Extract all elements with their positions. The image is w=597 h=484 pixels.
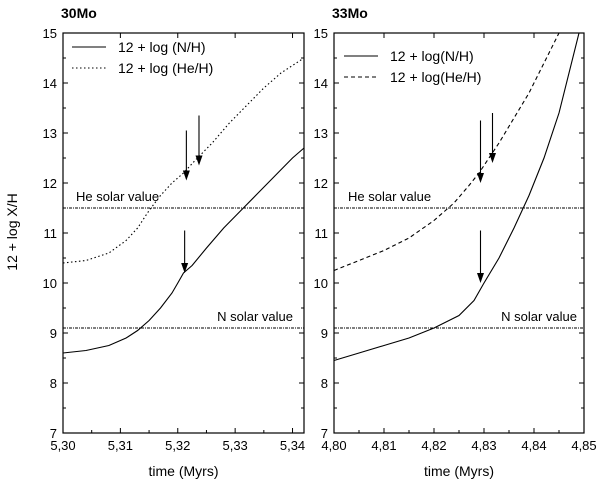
x-tick-label: 4,80 [321,438,346,453]
plot-frame [62,32,305,434]
x-tick-label: 5,34 [280,438,305,453]
arrow-head [181,263,189,273]
y-tick-label: 12 [43,176,57,191]
x-tick-label: 4,82 [421,438,446,453]
y-tick-label: 15 [314,26,328,41]
y-tick-label: 8 [50,376,57,391]
x-axis-label: time (Myrs) [149,463,219,479]
arrow-head [182,170,190,181]
arrow-head [477,273,484,283]
x-tick-label: 4,84 [521,438,546,453]
y-tick-label: 13 [43,126,57,141]
y-tick-label: 14 [43,76,57,91]
y-tick-label: 8 [321,376,328,391]
y-tick-label: 14 [314,76,328,91]
x-tick-label: 5,30 [50,438,75,453]
reference-label: He solar value [348,189,431,204]
y-tick-label: 15 [43,26,57,41]
y-tick-label: 7 [321,426,328,441]
legend-label: 12 + log (He/H) [118,60,213,76]
reference-label: He solar value [76,189,159,204]
y-tick-label: 11 [315,226,329,241]
chart-title: 30Mo [61,5,97,21]
x-tick-label: 5,32 [165,438,190,453]
y-tick-label: 10 [314,276,328,291]
x-tick-label: 4,83 [471,438,496,453]
y-tick-label: 9 [50,326,57,341]
x-tick-label: 4,81 [371,438,396,453]
y-tick-label: 12 [314,176,328,191]
series-line [333,32,560,272]
chart-panel-1: 30Mo 5,30 5,31 5,32 5,33 5,34 7 8 9 10 11 12 13 14 15 t… [43,5,306,479]
legend-label: 12 + log(He/H) [390,69,481,85]
y-tick-label: 13 [314,126,328,141]
y-tick-label: 7 [50,426,57,441]
legend-label: 12 + log(N/H) [390,48,474,64]
reference-label: N solar value [501,309,577,324]
chart-panel-2: 33Mo 4,80 4,81 4,82 4,83 4,84 4,85 7 8 9 10 11 12 13 1… [314,5,597,479]
arrow-head [489,153,496,163]
y-axis-label: 12 + log X/H [4,193,20,270]
plot-frame [333,32,585,434]
chart-title: 33Mo [332,5,368,21]
legend-label: 12 + log (N/H) [118,39,206,55]
y-tick-label: 10 [43,276,57,291]
arrow-head [477,173,484,183]
arrow-head [195,155,203,166]
series-line [62,147,305,354]
x-tick-label: 5,33 [222,438,247,453]
x-tick-label: 5,31 [108,438,133,453]
y-tick-label: 11 [44,226,58,241]
series-line [62,57,305,264]
x-tick-label: 4,85 [571,438,596,453]
reference-label: N solar value [217,309,293,324]
x-axis-label: time (Myrs) [424,463,494,479]
y-tick-label: 9 [321,326,328,341]
series-line [333,32,580,362]
